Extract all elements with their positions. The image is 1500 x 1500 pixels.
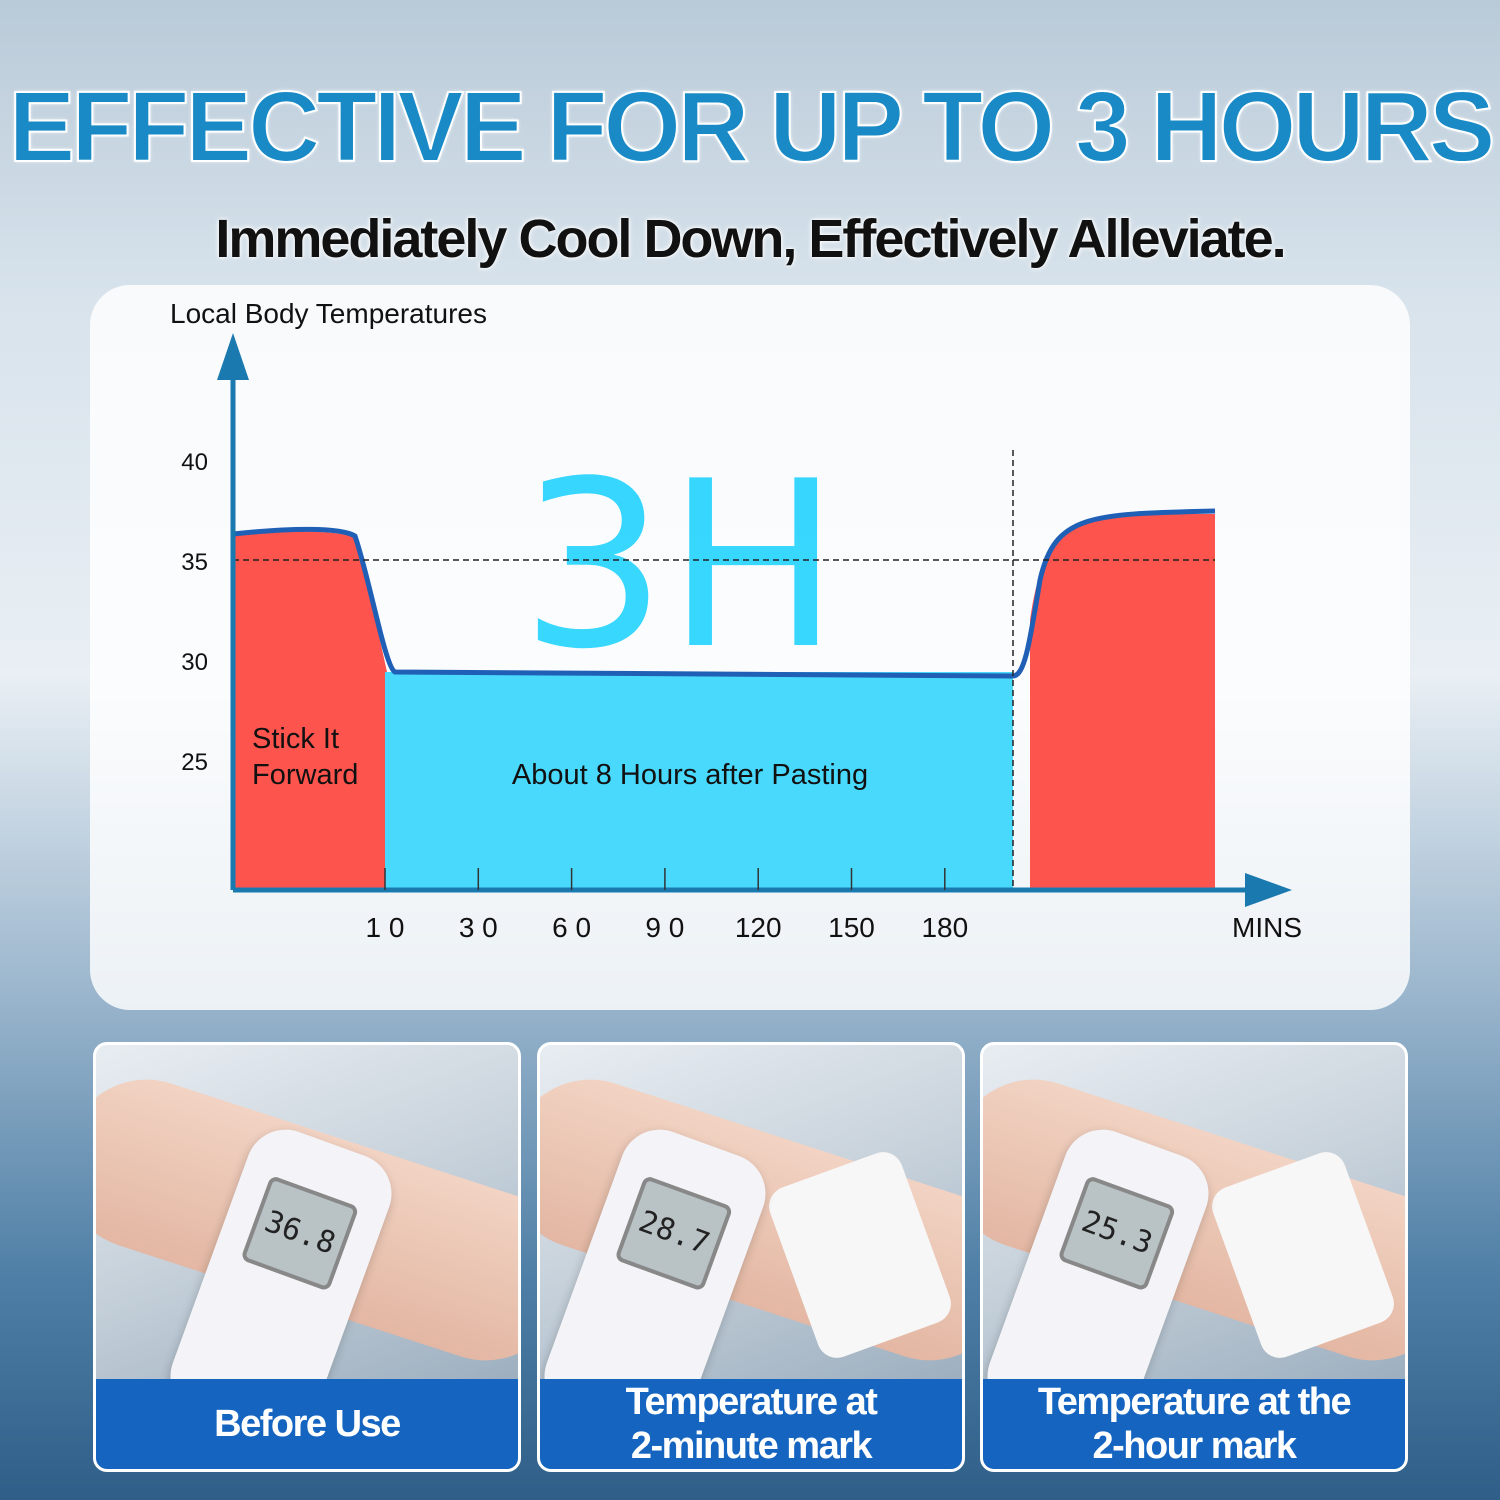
y-axis-label: Local Body Temperatures [170,298,487,329]
x-tick-label: 120 [735,912,782,943]
y-tick-label: 40 [181,449,208,476]
region-label-stick-it-forward: Stick It [252,723,339,755]
photo-2-hour: 25.3 Temperature at the 2-hour mark [980,1042,1408,1472]
photo-before-use: 36.8 Before Use [93,1042,521,1472]
photo-caption: Temperature at 2-minute mark [540,1379,962,1469]
region-cooling [385,672,1013,890]
region-after [1030,514,1215,890]
chart-panel: 3H Local Body Temperatures MINS 40 35 30 25 1 0… [90,285,1410,1010]
x-tick-label: 180 [921,912,968,943]
subheadline: Immediately Cool Down, Effectively Allev… [215,209,1286,269]
photo-caption: Before Use [96,1379,518,1469]
thermometer-reading: 28.7 [614,1174,734,1292]
region-label-stick-it-forward: Forward [252,759,358,791]
x-tick-label: 3 0 [459,912,498,943]
temperature-chart: 3H Local Body Temperatures MINS 40 35 30 25 1 0… [170,298,1302,943]
region-label-cooling: About 8 Hours after Pasting [512,759,868,791]
x-tick-label: 9 0 [645,912,684,943]
photo-caption: Temperature at the 2-hour mark [983,1379,1405,1469]
headline: EFFECTIVE FOR UP TO 3 HOURS [8,70,1497,184]
y-tick-label: 25 [181,749,208,776]
x-tick-label: 1 0 [366,912,405,943]
x-tick-label: 150 [828,912,875,943]
x-tick-label: 6 0 [552,912,591,943]
thermometer-reading: 36.8 [240,1174,360,1292]
x-axis-arrow-icon [1245,873,1292,907]
big-3h-label: 3H [520,433,839,700]
photo-2-minute: 28.7 Temperature at 2-minute mark [537,1042,965,1472]
thermometer-reading: 25.3 [1057,1174,1177,1292]
y-tick-label: 35 [181,549,208,576]
y-axis-arrow-icon [217,333,249,380]
region-stick-it-forward [233,531,387,890]
x-axis-label: MINS [1232,912,1302,943]
y-tick-label: 30 [181,649,208,676]
